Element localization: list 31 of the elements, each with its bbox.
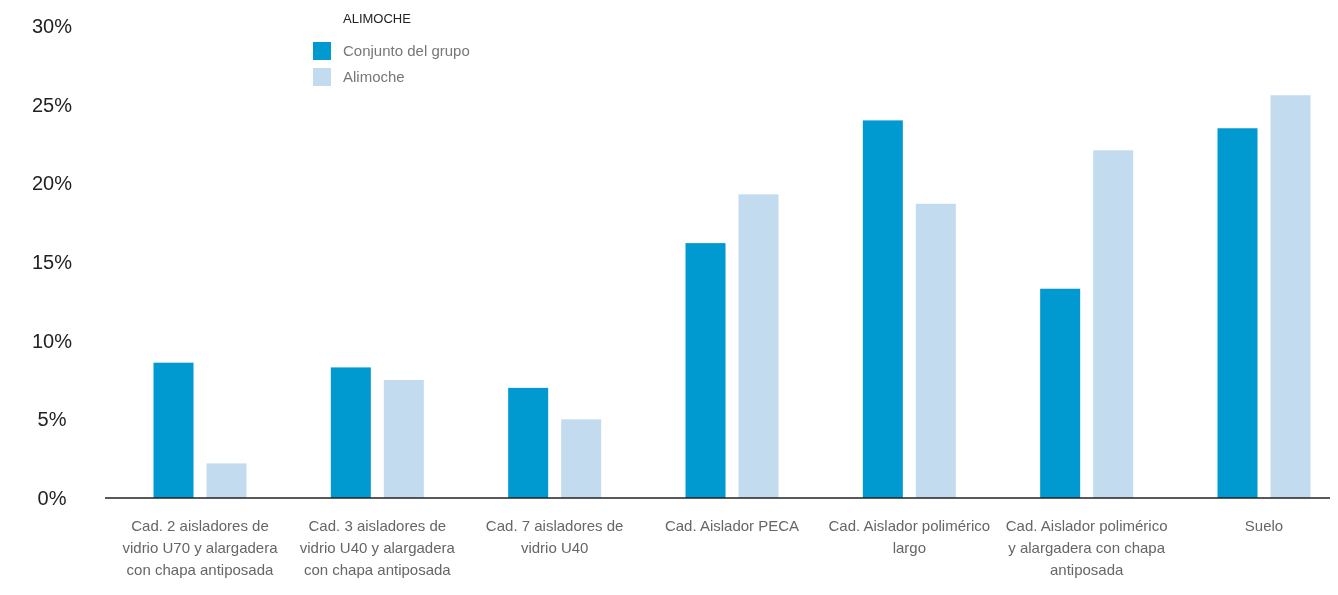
bar bbox=[1217, 128, 1258, 498]
y-tick-label: 30% bbox=[31, 15, 73, 37]
bar bbox=[862, 120, 903, 498]
bar bbox=[383, 380, 424, 498]
y-tick-label: 10% bbox=[31, 329, 73, 352]
bar bbox=[206, 463, 247, 498]
legend-label: Alimoche bbox=[343, 68, 405, 86]
x-tick-label: Cad. 2 aisladores de vidrio U70 y alargadera con chapa antiposada bbox=[122, 517, 279, 578]
bar bbox=[508, 387, 549, 498]
x-tick-label: Cad. 3 aisladores de vidrio U40 y alargadera con chapa antiposada bbox=[299, 517, 456, 578]
y-tick-label: 15% bbox=[31, 251, 73, 273]
y-tick-label: 5% bbox=[37, 408, 67, 431]
legend-title: ALIMOCHE bbox=[343, 11, 412, 26]
bar bbox=[915, 203, 956, 498]
bar bbox=[561, 419, 602, 498]
y-tick-label: 20% bbox=[31, 172, 73, 195]
bar bbox=[1270, 95, 1311, 498]
bar bbox=[153, 362, 194, 498]
y-tick-label: 25% bbox=[31, 93, 73, 116]
bar bbox=[1093, 150, 1134, 498]
bar bbox=[1040, 288, 1081, 498]
x-tick-label: Cad. Aislador polimérico largo bbox=[828, 517, 991, 556]
x-tick-label: Cad. Aislador PECA bbox=[664, 517, 800, 534]
bar bbox=[685, 243, 726, 498]
x-tick-label: Cad. Aislador polimérico y alargadera con chapa antiposada bbox=[1005, 517, 1168, 578]
x-tick-label: Suelo bbox=[1244, 517, 1284, 534]
bar bbox=[330, 367, 371, 498]
x-tick-label: Cad. 7 aisladores de vidrio U40 bbox=[485, 517, 624, 556]
y-tick-label: 0% bbox=[37, 487, 67, 509]
legend-label: Conjunto del grupo bbox=[343, 42, 470, 60]
bar bbox=[738, 194, 779, 498]
